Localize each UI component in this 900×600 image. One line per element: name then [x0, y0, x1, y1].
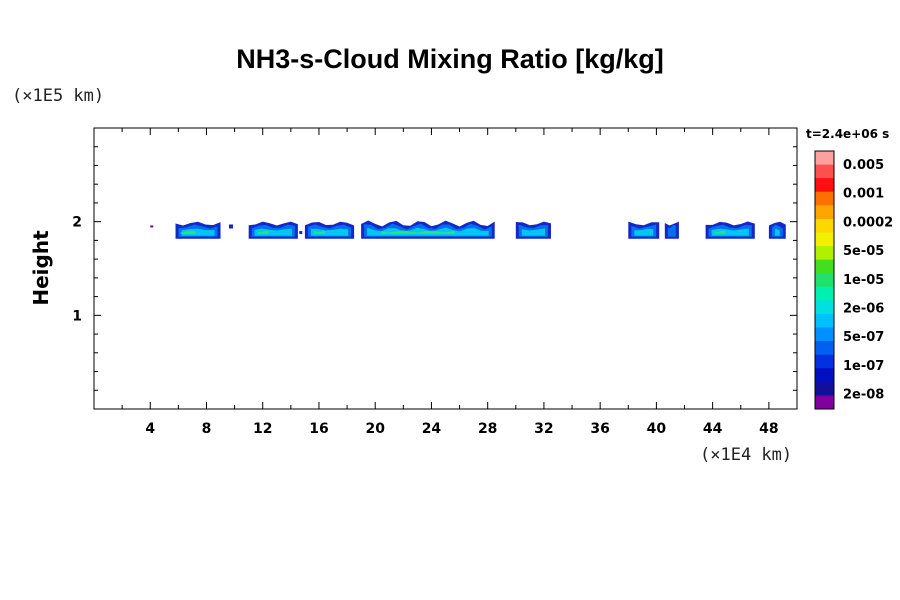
cloud-dot [228, 224, 233, 229]
y-axis: 12 [72, 146, 797, 391]
cloud-segment [361, 220, 495, 239]
cloud-inner-band [310, 228, 349, 236]
x-tick-label: 48 [759, 421, 778, 437]
cloud-segment [628, 221, 660, 239]
x-axis-unit-label: (×1E4 km) [700, 445, 793, 465]
x-tick-label: 44 [703, 421, 723, 437]
cloud-core-band [714, 230, 726, 234]
cloud-core-band [257, 230, 269, 234]
colorbar-swatch [815, 191, 834, 206]
cloud-core-band [314, 230, 325, 234]
cloud-segment [768, 221, 786, 239]
x-tick-label: 20 [365, 421, 385, 437]
colorbar-label: 0.0002 [843, 215, 893, 230]
colorbar-label: 1e-05 [843, 273, 884, 288]
chart-title: NH3-s-Cloud Mixing Ratio [kg/kg] [236, 44, 664, 74]
cloud-segment [705, 221, 755, 239]
cloud-core-band [180, 230, 196, 234]
cloud-inner-band [774, 228, 780, 236]
cloud-segment [248, 221, 298, 239]
cloud-core-band [381, 230, 455, 234]
colorbar-frame [814, 150, 835, 410]
cloud-segment [304, 221, 355, 239]
x-tick-label: 36 [590, 421, 609, 437]
colorbar-swatch [815, 218, 834, 233]
colorbar-label: 0.005 [843, 158, 884, 173]
cloud-layer [150, 220, 786, 239]
colorbar-label: 5e-05 [843, 244, 884, 259]
cloud-segment [515, 221, 551, 239]
x-tick-label: 28 [478, 421, 497, 437]
colorbar-swatch [815, 232, 834, 247]
colorbar-swatch [815, 151, 834, 166]
cloud-mid-band [667, 224, 676, 237]
x-tick-label: 8 [202, 421, 212, 437]
cloud-inner-band [711, 228, 749, 236]
cloud-dot [150, 225, 154, 228]
y-tick-label: 1 [72, 308, 82, 324]
colorbar-swatch [815, 205, 834, 220]
x-tick-label: 24 [422, 421, 442, 437]
colorbar-swatch [815, 381, 834, 396]
x-axis: 4 8 12 16 20 24 28 32 36 40 44 48 [121, 128, 779, 437]
cloud-inner-band [254, 228, 292, 236]
x-tick-label: 32 [534, 421, 553, 437]
colorbar-swatch [815, 300, 834, 315]
colorbar-swatch [815, 341, 834, 356]
colorbar-swatch [815, 354, 834, 369]
colorbar-label: 0.001 [843, 187, 884, 202]
cloud-segment [175, 221, 221, 239]
colorbar-swatch [815, 246, 834, 261]
y-tick-label: 2 [72, 215, 82, 231]
time-label: t=2.4e+06 s [806, 127, 890, 141]
x-tick-label: 4 [145, 421, 155, 437]
x-tick-label: 16 [309, 421, 328, 437]
y-axis-unit-label: (×1E5 km) [12, 86, 105, 106]
plot-frame [93, 127, 798, 410]
y-axis-label: Height [29, 230, 53, 306]
colorbar-swatch [815, 259, 834, 274]
colorbar-label: 1e-07 [843, 359, 884, 374]
cloud-inner-band [634, 228, 654, 236]
colorbar-swatch [815, 313, 834, 329]
colorbar-label: 2e-06 [843, 302, 884, 317]
colorbar-swatch [815, 178, 834, 193]
x-tick-label: 40 [647, 421, 667, 437]
colorbar-swatch [815, 368, 834, 383]
cloud-inner-band [181, 228, 215, 236]
colorbar: 0.005 0.001 0.0002 5e-05 1e-05 2e-06 5e-07 1e-0… [814, 150, 893, 410]
colorbar-label: 5e-07 [843, 330, 884, 345]
cloud-segment [664, 221, 679, 239]
colorbar-swatch [815, 395, 834, 410]
colorbar-swatch [815, 327, 834, 342]
cloud-dot [299, 231, 303, 235]
x-tick-label: 12 [253, 421, 272, 437]
colorbar-swatch [815, 273, 834, 288]
cloud-inner-band [521, 228, 545, 236]
colorbar-label: 2e-08 [843, 388, 884, 403]
colorbar-swatch [815, 286, 834, 301]
colorbar-swatch [815, 164, 834, 179]
